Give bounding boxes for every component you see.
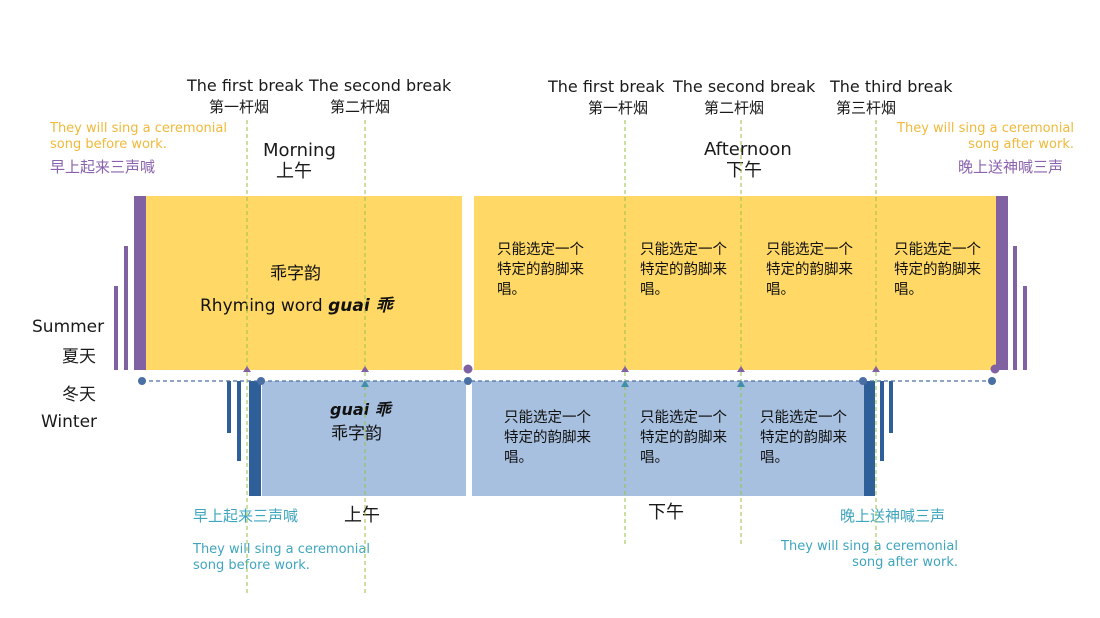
morning-break-1-label-cn: 第一杆烟	[209, 98, 270, 116]
summer-start-note-en: They will sing a ceremonial song before …	[50, 121, 227, 152]
winter-segment-3: 只能选定一个特定的韵脚来唱。	[760, 410, 847, 466]
summer-morning-label-cn: 上午	[276, 161, 312, 182]
winter-start-note-en: They will sing a ceremonial song before …	[193, 542, 370, 573]
summer-afternoon-block	[474, 196, 996, 370]
summer-segment-3: 只能选定一个特定的韵脚来唱。	[766, 242, 853, 298]
winter-label-en: Winter	[41, 412, 98, 432]
winter-start-bar-3	[227, 381, 231, 433]
summer-segment-2: 只能选定一个特定的韵脚来唱。	[640, 242, 727, 298]
summer-end-bar-2	[1013, 246, 1017, 370]
summer-break-marker-4	[737, 366, 745, 372]
afternoon-break-3-label-cn: 第三杆烟	[836, 99, 897, 117]
winter-afternoon-block	[472, 381, 864, 496]
summer-end-edge	[996, 196, 1008, 370]
winter-end-bar-3	[889, 381, 893, 433]
summer-label-cn: 夏天	[62, 347, 96, 367]
winter-start-dot	[257, 377, 265, 385]
winter-end-note-cn: 晚上送神喊三声	[840, 507, 946, 525]
winter-afternoon-label-cn: 下午	[648, 502, 684, 523]
winter-midday-dot	[464, 377, 472, 385]
winter-start-edge	[249, 381, 261, 496]
morning-break-1-label-en: The first break	[187, 76, 304, 95]
summer-end-bar-3	[1023, 286, 1027, 370]
winter-break-marker-3	[737, 380, 745, 387]
summer-end-note-cn: 晚上送神喊三声	[958, 158, 1064, 176]
winter-end-edge	[864, 381, 875, 496]
winter-end-bar-2	[880, 381, 884, 461]
afternoon-break-2-label-cn: 第二杆烟	[704, 99, 765, 117]
summer-end-note-en: They will sing a ceremonial song after w…	[897, 121, 1074, 152]
summer-midday-dot	[463, 364, 473, 374]
rhyming-word-text: Rhyming word	[200, 296, 323, 316]
summer-morning-rhyme-cn: 乖字韵	[270, 264, 321, 284]
winter-start-bar-2	[237, 381, 241, 461]
winter-end-dot	[859, 377, 867, 385]
summer-break-marker-1	[243, 366, 251, 372]
winter-start-note-cn: 早上起来三声喊	[193, 507, 299, 525]
winter-segment-1: 只能选定一个特定的韵脚来唱。	[504, 410, 591, 466]
summer-start-bar-2	[124, 246, 128, 370]
winter-label-cn: 冬天	[62, 385, 96, 405]
winter-morning-rhyme-cn: 乖字韵	[331, 424, 382, 444]
summer-start-edge	[134, 196, 146, 370]
summer-break-marker-3	[621, 366, 629, 372]
summer-label-en: Summer	[32, 317, 105, 337]
afternoon-break-1-label-en: The first break	[548, 77, 665, 96]
summer-break-marker-5	[872, 366, 880, 372]
winter-morning-block	[262, 381, 466, 496]
winter-break-marker-2	[621, 380, 629, 387]
afternoon-break-3-label-en: The third break	[830, 77, 953, 96]
winter-morning-rhyme-guai: guai 乖	[330, 400, 391, 419]
morning-break-2-label-cn: 第二杆烟	[330, 98, 391, 116]
summer-break-marker-2	[361, 366, 369, 372]
rhyme-guai-text: guai 乖	[328, 296, 393, 316]
afternoon-break-2-label-en: The second break	[673, 77, 816, 96]
afternoon-break-1-label-cn: 第一杆烟	[588, 99, 649, 117]
summer-segment-4: 只能选定一个特定的韵脚来唱。	[894, 242, 981, 298]
morning-break-2-label-en: The second break	[309, 76, 452, 95]
summer-afternoon-label-en: Afternoon	[704, 139, 792, 160]
winter-morning-label-cn: 上午	[344, 505, 380, 526]
winter-segment-2: 只能选定一个特定的韵脚来唱。	[640, 410, 727, 466]
summer-segment-1: 只能选定一个特定的韵脚来唱。	[497, 242, 584, 298]
summer-morning-block	[146, 196, 462, 370]
summer-end-dot	[990, 364, 1000, 374]
summer-start-bar-3	[114, 286, 118, 370]
summer-morning-label-en: Morning	[263, 140, 336, 161]
winter-end-note-en: They will sing a ceremonial song after w…	[781, 539, 958, 570]
axis-start-dot	[138, 377, 146, 385]
winter-break-marker-1	[361, 380, 369, 387]
summer-afternoon-label-cn: 下午	[726, 160, 762, 181]
summer-morning-rhyme-en: Rhyming word guai 乖	[200, 296, 393, 316]
summer-start-note-cn: 早上起来三声喊	[50, 158, 156, 176]
axis-end-dot	[988, 377, 996, 385]
